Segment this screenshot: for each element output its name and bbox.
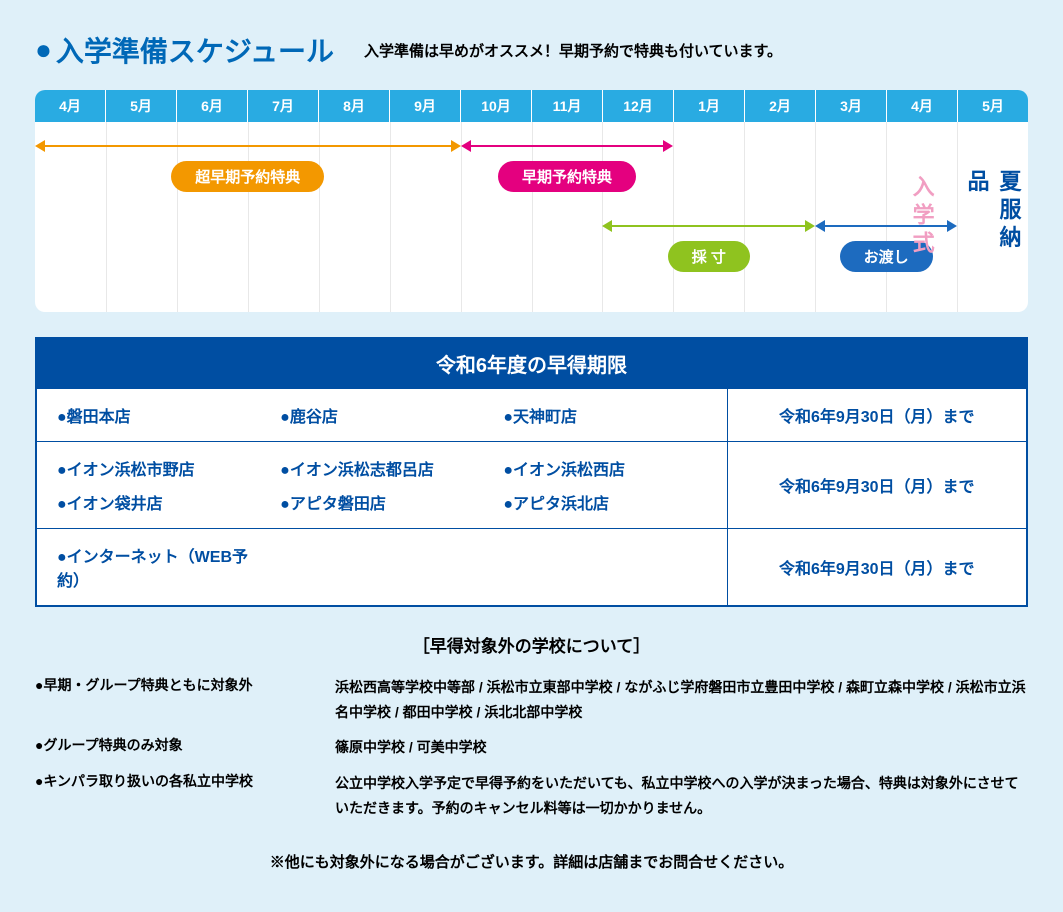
store-item: アピタ磐田店 (280, 490, 483, 514)
month-cell: 4月 (887, 90, 958, 122)
table-row: インターネット（WEB予約） 令和6年9月30日（月）まで (36, 529, 1027, 607)
month-cell: 5月 (106, 90, 177, 122)
excluded-heading: ［早得対象外の学校について］ (35, 632, 1028, 657)
page-subtitle: 入学準備は早めがオススメ！早期予約で特典も付いています。 (364, 40, 782, 61)
timeline-bar: 採 寸 (602, 217, 815, 272)
month-cell: 11月 (532, 90, 603, 122)
store-item: イオン袋井店 (57, 490, 260, 514)
table-row: 磐田本店鹿谷店天神町店令和6年9月30日（月）まで (36, 389, 1027, 442)
month-cell: 1月 (674, 90, 745, 122)
deadline-table-header: 令和6年度の早得期限 (36, 338, 1027, 389)
month-cell: 7月 (248, 90, 319, 122)
month-cell: 4月 (35, 90, 106, 122)
deadline-table: 令和6年度の早得期限 磐田本店鹿谷店天神町店令和6年9月30日（月）までイオン浜… (35, 337, 1028, 607)
excluded-row: キンパラ取り扱いの各私立中学校公立中学校入学予定で早得予約をいただいても、私立中… (35, 771, 1028, 821)
timeline-vertical-label: 夏服納品 (961, 170, 1025, 265)
store-item: 磐田本店 (57, 403, 260, 427)
timeline-bar: 早期予約特典 (461, 137, 674, 192)
timeline-bar-label: 採 寸 (668, 241, 750, 272)
excluded-row: グループ特典のみ対象篠原中学校 / 可美中学校 (35, 735, 1028, 760)
deadline-cell: 令和6年9月30日（月）まで (727, 529, 1027, 607)
month-cell: 12月 (603, 90, 674, 122)
month-cell: 8月 (319, 90, 390, 122)
month-cell: 6月 (177, 90, 248, 122)
timeline-vertical-label: 入学式 (906, 175, 938, 259)
excluded-schools: 篠原中学校 / 可美中学校 (335, 735, 1028, 760)
store-item: アピタ浜北店 (503, 490, 706, 514)
excluded-schools: 公立中学校入学予定で早得予約をいただいても、私立中学校への入学が決まった場合、特… (335, 771, 1028, 821)
month-cell: 3月 (816, 90, 887, 122)
month-cell: 2月 (745, 90, 816, 122)
page-title: 入学準備スケジュール (35, 30, 334, 70)
deadline-cell: 令和6年9月30日（月）まで (727, 389, 1027, 442)
excluded-category: キンパラ取り扱いの各私立中学校 (35, 771, 315, 821)
table-row: イオン浜松市野店イオン浜松志都呂店イオン浜松西店イオン袋井店アピタ磐田店アピタ浜… (36, 442, 1027, 529)
store-item: イオン浜松市野店 (57, 456, 260, 480)
store-item: イオン浜松志都呂店 (280, 456, 483, 480)
excluded-section: ［早得対象外の学校について］ 早期・グループ特典ともに対象外浜松西高等学校中等部… (35, 632, 1028, 872)
timeline-bar-label: 超早期予約特典 (171, 161, 324, 192)
schedule-timeline: 4月5月6月7月8月9月10月11月12月1月2月3月4月5月 超早期予約特典早… (35, 90, 1028, 312)
deadline-cell: 令和6年9月30日（月）まで (727, 442, 1027, 529)
header: 入学準備スケジュール 入学準備は早めがオススメ！早期予約で特典も付いています。 (35, 30, 1028, 70)
store-item: インターネット（WEB予約） (57, 543, 260, 591)
excluded-category: グループ特典のみ対象 (35, 735, 315, 760)
store-item: 天神町店 (503, 403, 706, 427)
month-cell: 5月 (958, 90, 1028, 122)
month-header-row: 4月5月6月7月8月9月10月11月12月1月2月3月4月5月 (35, 90, 1028, 122)
excluded-row: 早期・グループ特典ともに対象外浜松西高等学校中等部 / 浜松市立東部中学校 / … (35, 675, 1028, 725)
month-cell: 10月 (461, 90, 532, 122)
store-item: イオン浜松西店 (503, 456, 706, 480)
month-cell: 9月 (390, 90, 461, 122)
footnote: ※他にも対象外になる場合がございます。詳細は店舗までお問合せください。 (35, 851, 1028, 872)
excluded-schools: 浜松西高等学校中等部 / 浜松市立東部中学校 / ながふじ学府磐田市立豊田中学校… (335, 675, 1028, 725)
excluded-category: 早期・グループ特典ともに対象外 (35, 675, 315, 725)
timeline-bar-label: 早期予約特典 (498, 161, 636, 192)
store-item: 鹿谷店 (280, 403, 483, 427)
gantt-area: 超早期予約特典早期予約特典採 寸お渡し入学式夏服納品 (35, 122, 1028, 312)
timeline-bar: 超早期予約特典 (35, 137, 461, 192)
